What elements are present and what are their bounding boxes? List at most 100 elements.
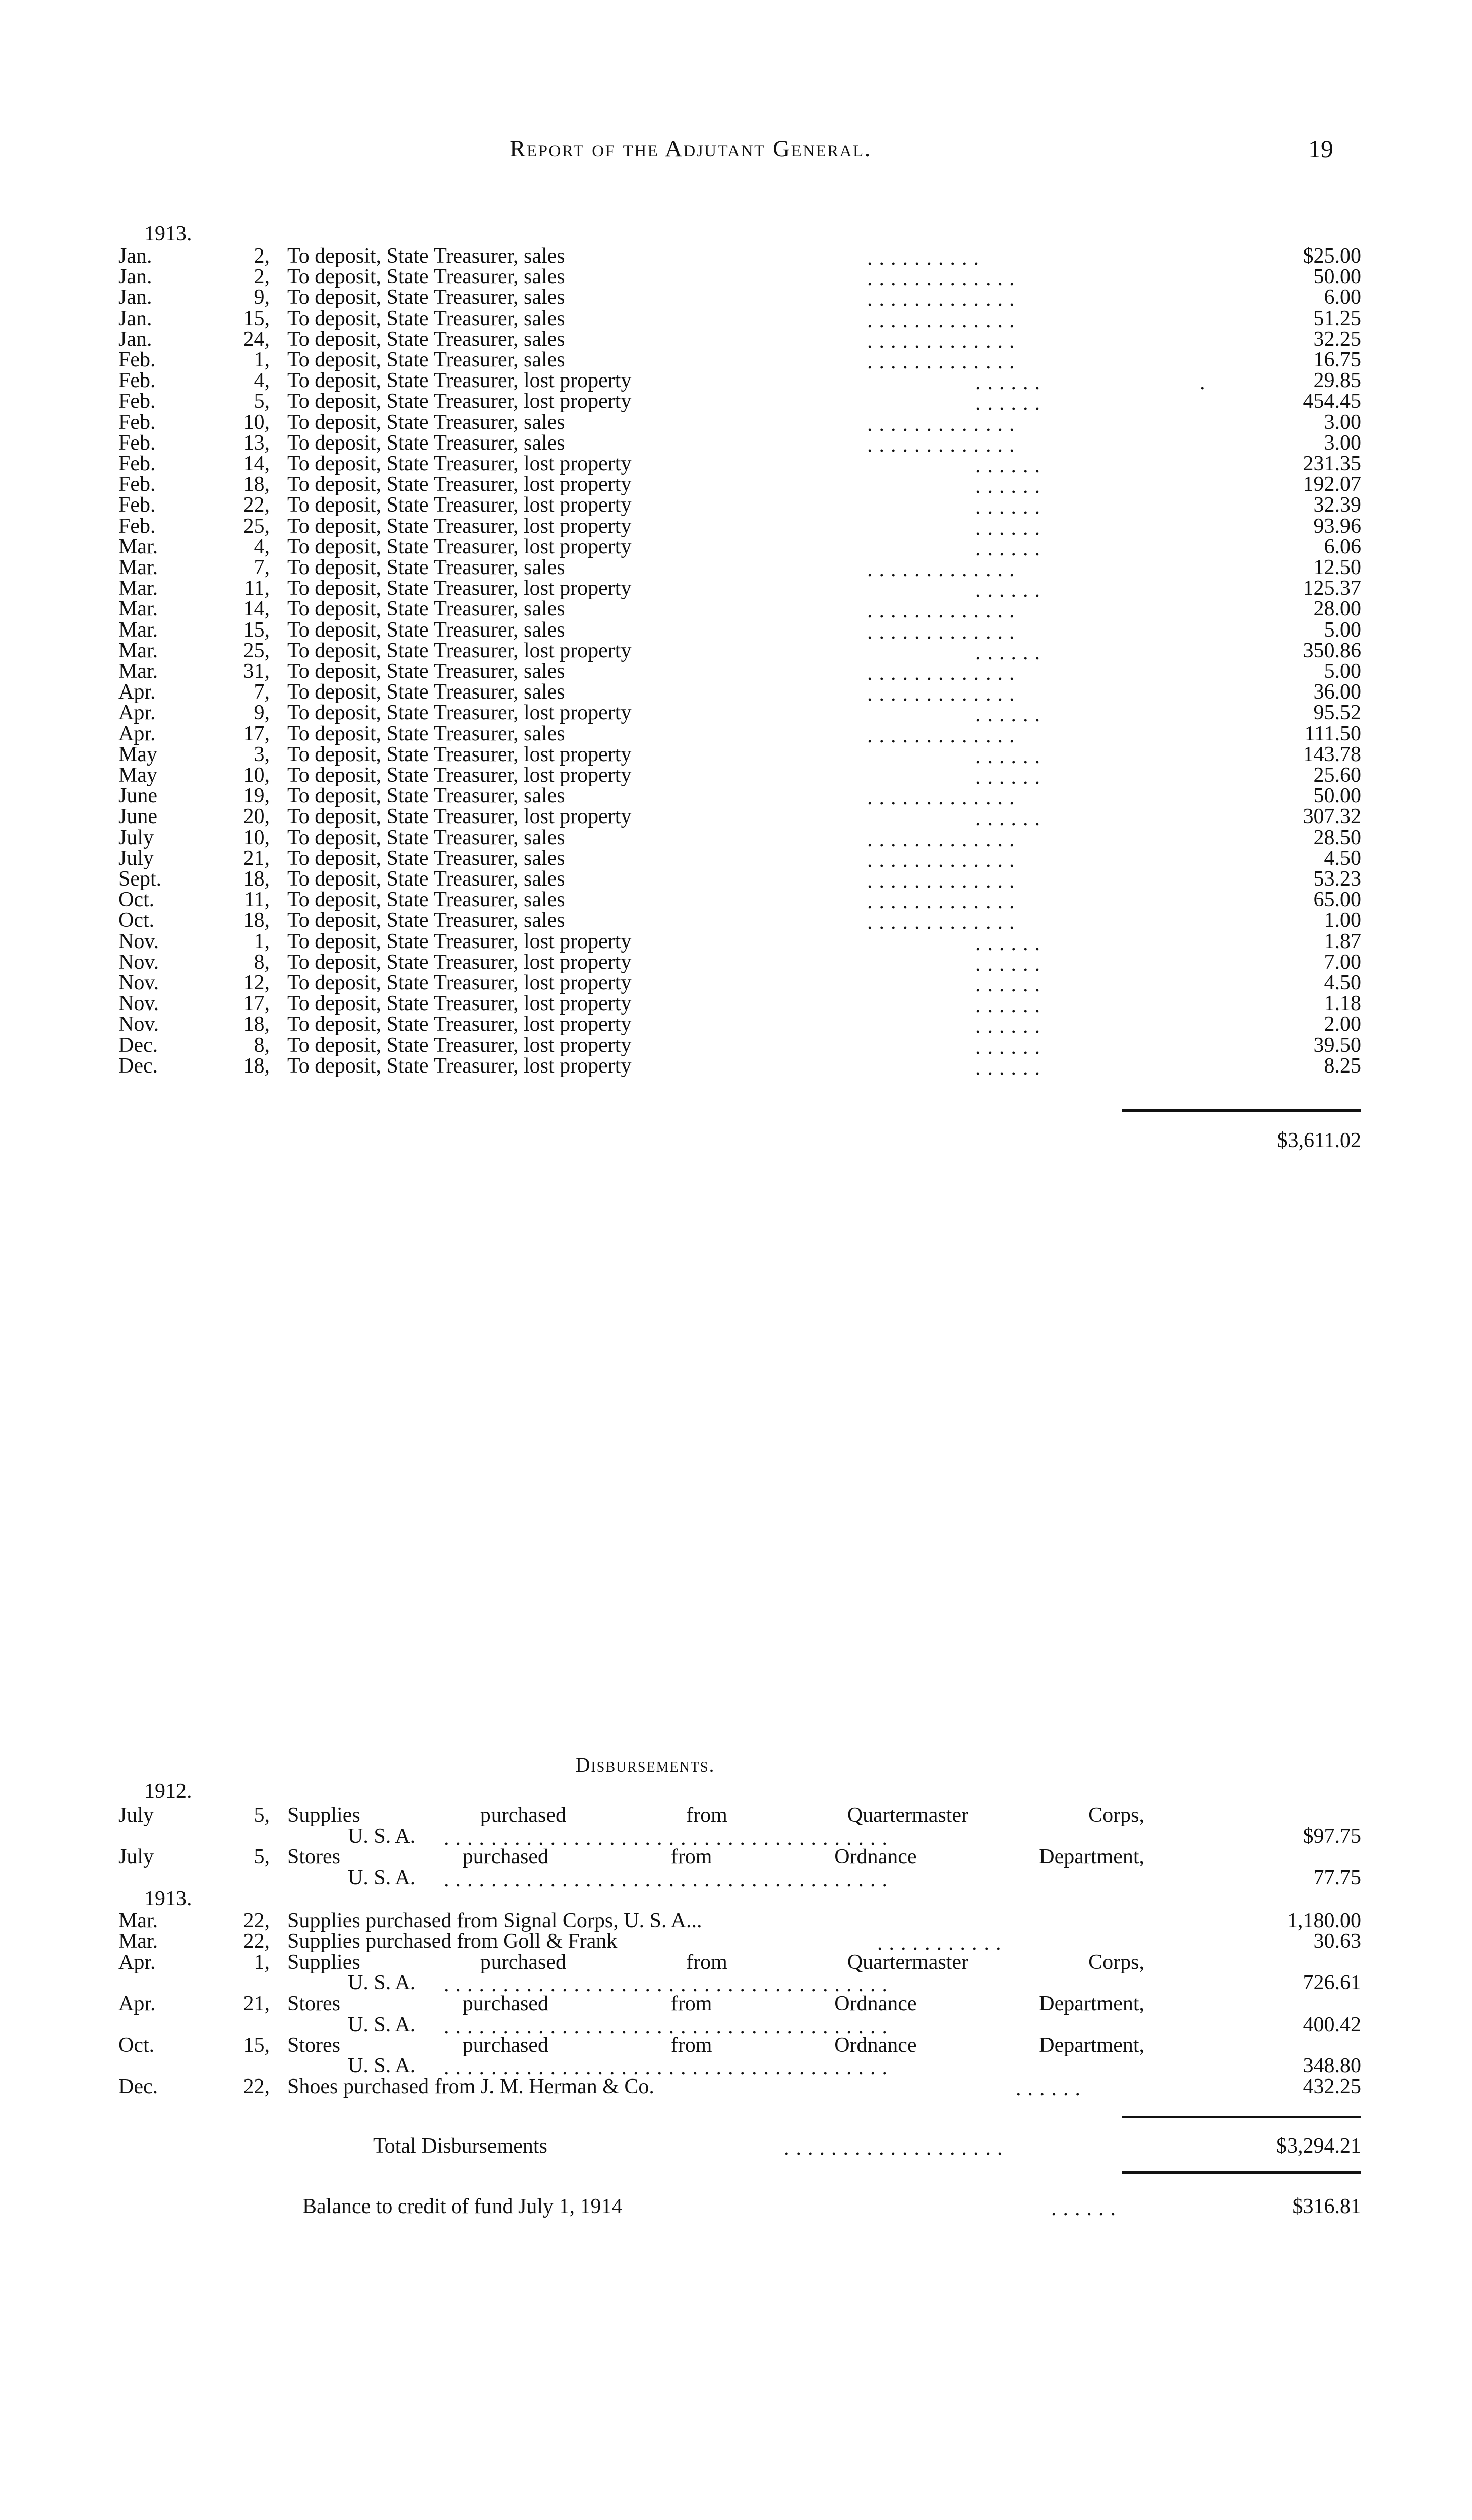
row-amount: $25.00	[1303, 244, 1362, 268]
leader-dots: ..........	[867, 246, 986, 270]
row-month: June	[118, 805, 157, 829]
table-row: May 3, To deposit, State Treasurer, lost p…	[0, 742, 1472, 768]
table-row-continuation: U. S. A.................................…	[0, 1824, 1472, 1850]
row-day: 21,	[243, 846, 270, 870]
row-month: Feb.	[118, 410, 156, 434]
leader-dots: ......	[975, 952, 1047, 976]
row-month: Nov.	[118, 1013, 159, 1036]
leader-dots: ......	[975, 1015, 1047, 1038]
row-amount: $97.75	[1303, 1824, 1362, 1848]
row-description: To deposit, State Treasurer, lost proper…	[287, 473, 632, 496]
row-month: Oct.	[118, 909, 155, 932]
row-day: 25,	[243, 514, 270, 538]
row-description-continued: U. S. A.	[348, 1866, 416, 1889]
row-month: Mar.	[118, 639, 158, 662]
row-description: To deposit, State Treasurer, lost proper…	[287, 369, 632, 393]
row-amount: 77.75	[1313, 1866, 1362, 1889]
table-row: Mar. 22, Supplies purchased from Goll & Fr…	[0, 1929, 1472, 1955]
row-day: 18,	[243, 909, 270, 932]
leader-dots: .............	[867, 288, 1021, 311]
row-amount: 6.00	[1324, 286, 1362, 309]
table-row: Feb. 13, To deposit, State Treasurer, sale…	[0, 431, 1472, 457]
row-month: July	[118, 826, 154, 849]
table-row: Nov. 18, To deposit, State Treasurer, lost…	[0, 1012, 1472, 1038]
row-month: Mar.	[118, 618, 158, 642]
table-row: Jan. 2, To deposit, State Treasurer, sales…	[0, 244, 1472, 270]
leader-dots: .............	[867, 890, 1021, 914]
row-day: 14,	[243, 597, 270, 621]
table-row: Mar. 14, To deposit, State Treasurer, sale…	[0, 597, 1472, 622]
row-description: To deposit, State Treasurer, lost proper…	[287, 639, 632, 662]
row-day: 1,	[254, 1950, 270, 1974]
row-day: 22,	[243, 1909, 270, 1932]
row-month: Feb.	[118, 369, 156, 393]
leader-dots: .............	[867, 682, 1021, 706]
row-amount: 30.63	[1313, 1930, 1362, 1953]
leader-dots: .............	[867, 828, 1021, 851]
row-amount: 12.50	[1313, 556, 1362, 579]
row-day: 11,	[244, 577, 270, 600]
row-description: To deposit, State Treasurer, lost proper…	[287, 1013, 632, 1036]
row-month: Dec.	[118, 1054, 158, 1078]
row-amount: 25.60	[1313, 764, 1362, 787]
table-row: Sept. 18, To deposit, State Treasurer, sal…	[0, 867, 1472, 893]
table-row: Oct. 11, To deposit, State Treasurer, sale…	[0, 888, 1472, 913]
row-description: To deposit, State Treasurer, sales	[287, 867, 565, 891]
row-month: Feb.	[118, 390, 156, 413]
row-amount: 28.00	[1313, 597, 1362, 621]
table-row: Apr. 21, Stores purchased from Ordnance De…	[0, 1992, 1472, 2015]
row-description: To deposit, State Treasurer, sales	[287, 784, 565, 808]
row-amount: 348.80	[1303, 2054, 1362, 2078]
row-day: 7,	[254, 680, 270, 704]
row-month: July	[118, 1845, 154, 1869]
row-day: 12,	[243, 971, 270, 994]
row-day: 5,	[254, 1845, 270, 1869]
row-description: To deposit, State Treasurer, lost proper…	[287, 950, 632, 974]
row-description: To deposit, State Treasurer, lost proper…	[287, 452, 632, 475]
row-amount: 1,180.00	[1287, 1909, 1361, 1932]
row-description: To deposit, State Treasurer, lost proper…	[287, 390, 632, 413]
table-row: Nov. 8, To deposit, State Treasurer, lost …	[0, 950, 1472, 976]
leader-dots: ......	[975, 537, 1047, 560]
row-day: 17,	[243, 722, 270, 745]
row-day: 25,	[243, 639, 270, 662]
leader-dots: ......	[975, 1056, 1047, 1080]
row-description: To deposit, State Treasurer, sales	[287, 244, 565, 268]
row-month: Apr.	[118, 1950, 156, 1974]
row-description: Stores purchased from Ordnance Departmen…	[287, 1992, 1144, 2015]
row-month: Apr.	[118, 680, 156, 704]
row-month: Jan.	[118, 286, 152, 309]
leader-dots: .............	[867, 558, 1021, 581]
row-month: Mar.	[118, 535, 158, 558]
leader-dots: .............	[867, 267, 1021, 291]
row-day: 18,	[243, 867, 270, 891]
table-row: Jan. 9, To deposit, State Treasurer, sales…	[0, 285, 1472, 311]
total-disbursements-label: Total Disbursements	[373, 2134, 547, 2158]
row-description: To deposit, State Treasurer, lost proper…	[287, 742, 632, 766]
row-description: To deposit, State Treasurer, lost proper…	[287, 535, 632, 558]
row-amount: 28.50	[1313, 826, 1362, 849]
table-row-continuation: U. S. A.................................…	[0, 1971, 1472, 1996]
table-row: Apr. 17, To deposit, State Treasurer, sale…	[0, 722, 1472, 747]
table-row: Feb. 25, To deposit, State Treasurer, lost…	[0, 514, 1472, 540]
row-day: 20,	[243, 805, 270, 829]
receipts-year-label: 1913.	[144, 222, 192, 245]
leader-dots: .............	[867, 724, 1021, 747]
row-amount: 32.39	[1313, 493, 1362, 517]
leader-dots: ......	[975, 371, 1047, 395]
row-month: Feb.	[118, 348, 156, 371]
table-row: Dec. 22, Shoes purchased from J. M. Herman…	[0, 2074, 1472, 2100]
row-day: 19,	[243, 784, 270, 808]
row-description: To deposit, State Treasurer, sales	[287, 680, 565, 704]
table-row: Dec. 18, To deposit, State Treasurer, lost…	[0, 1054, 1472, 1080]
row-amount: 4.50	[1324, 971, 1362, 994]
row-description: To deposit, State Treasurer, sales	[287, 410, 565, 434]
row-day: 18,	[243, 473, 270, 496]
row-amount: 307.32	[1303, 805, 1362, 829]
row-amount: 6.06	[1324, 535, 1362, 558]
table-row: June 20, To deposit, State Treasurer, lost…	[0, 804, 1472, 830]
total-disbursements-amount: $3,294.21	[1276, 2134, 1361, 2158]
row-amount: 4.50	[1324, 846, 1362, 870]
leader-dots: ......	[975, 766, 1047, 789]
leader-dots: ......	[1051, 2196, 1122, 2220]
